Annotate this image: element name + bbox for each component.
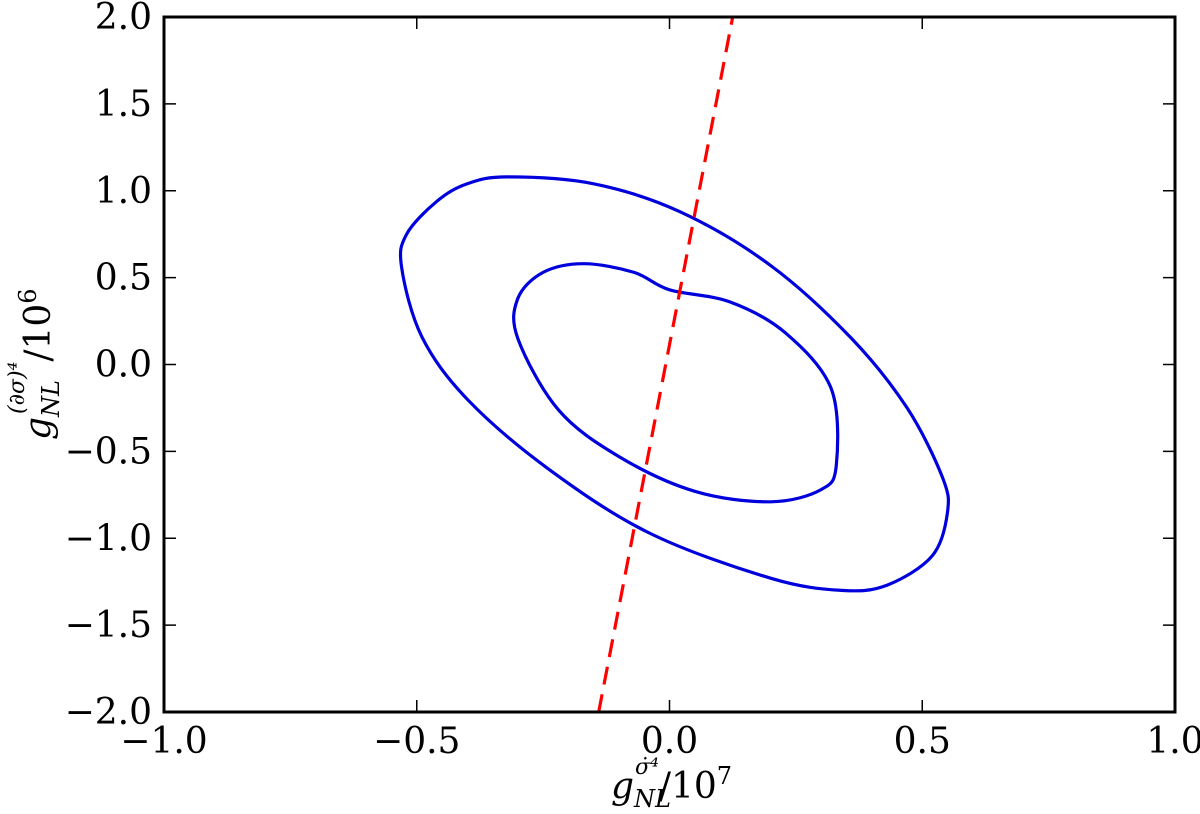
y-tick-label: 0.0 [95, 345, 152, 386]
series-dashed-line-2 [597, 17, 735, 712]
y-axis-label-tail: /10 [18, 304, 59, 362]
y-tick-label: −2.0 [65, 692, 152, 733]
x-tick-label: −0.5 [373, 721, 460, 762]
plot-frame [162, 15, 1177, 714]
y-tick-label: −1.0 [65, 518, 152, 559]
y-axis-label: gNL (∂σ)⁴/106 [5, 288, 65, 440]
x-tick-label: 0.5 [894, 721, 951, 762]
x-axis-label-base: g [611, 766, 634, 807]
x-tick-label: −1.0 [120, 721, 207, 762]
y-tick-label: −0.5 [65, 431, 152, 472]
y-axis-label-sup: (∂σ)⁴ [5, 362, 30, 414]
x-tick-label: 1.0 [1146, 721, 1200, 762]
x-axis-label-sub: NL [633, 785, 671, 813]
ticks-layer [163, 16, 1176, 713]
y-axis-label-exp: 6 [14, 288, 42, 303]
series-contour-0 [512, 262, 840, 504]
x-tick-label: 0.0 [641, 721, 698, 762]
series-layer [398, 17, 951, 712]
labels-layer: −1.0 −0.5 0.0 0.5 1.0 −2.0 −1.5 −1.0 −0.5 0.0 0.5 1… [65, 0, 1200, 762]
y-axis-label-sub: NL [37, 380, 65, 418]
y-tick-label: 1.5 [95, 84, 152, 125]
y-tick-label: 1.0 [95, 171, 152, 212]
y-tick-label: 2.0 [95, 0, 152, 38]
x-axis-label-exp: 7 [717, 762, 732, 790]
series-contour-1 [398, 175, 951, 593]
y-tick-label: 0.5 [95, 258, 152, 299]
x-axis-label-sup: σ̇⁴ [635, 755, 659, 780]
x-axis-label: gNL σ̇⁴/107 [611, 755, 732, 813]
x-axis-label-tail: /10 [659, 766, 717, 807]
y-tick-label: −1.5 [65, 605, 152, 646]
y-axis-label-base: g [18, 417, 59, 440]
